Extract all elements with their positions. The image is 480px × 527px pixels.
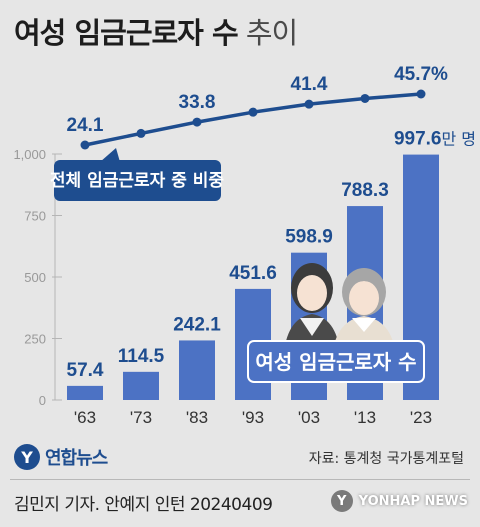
x-tick-label: '73: [130, 408, 152, 427]
bar: [67, 385, 103, 400]
credit-line: 김민지 기자. 안예지 인턴 20240409: [14, 495, 273, 515]
bar-series-label: 여성 임금근로자 수: [255, 350, 416, 374]
y-tick-label: 250: [24, 332, 46, 347]
line-series-label-pointer: [100, 148, 120, 162]
watermark-text: YONHAP NEWS: [358, 493, 468, 509]
line-value-label: 41.4: [291, 74, 328, 95]
y-tick-label: 750: [24, 209, 46, 224]
line-point: [136, 128, 146, 138]
line-point: [360, 93, 370, 103]
line-point: [304, 99, 314, 109]
x-tick-label: '93: [242, 408, 264, 427]
line-value-label: 24.1: [67, 115, 104, 136]
y-tick-label: 1,000: [13, 147, 46, 162]
line-series: [84, 92, 422, 147]
line-point: [248, 107, 258, 117]
x-tick-label: '83: [186, 408, 208, 427]
bar-value-label: 57.4: [67, 360, 104, 381]
bar-series-label-box: [247, 340, 425, 383]
yonhap-logo: Y 연합뉴스: [14, 444, 108, 470]
line-value-label: 45.7%: [394, 64, 448, 85]
bar-value-label: 788.3: [341, 180, 389, 201]
line-point: [80, 140, 90, 150]
title-sub: 추이: [245, 16, 298, 50]
x-tick-label: '23: [410, 408, 432, 427]
y-tick-label: 0: [39, 393, 46, 408]
bar-value-label: 997.6만 명: [394, 129, 476, 150]
x-tick-label: '63: [74, 408, 96, 427]
bar: [179, 340, 215, 400]
unit-label: 만 명: [442, 130, 477, 149]
source-note: 자료: 통계청 국가통계포털: [308, 451, 464, 467]
x-tick-label: '13: [354, 408, 376, 427]
line-series-label: 전체 임금근로자 중 비중: [50, 170, 225, 191]
y-tick-label: 500: [24, 270, 46, 285]
line-point: [192, 117, 202, 127]
bar-value-label: 598.9: [285, 227, 333, 248]
yonhap-logo-text: 연합뉴스: [45, 448, 108, 469]
x-tick-label: '03: [298, 408, 320, 427]
chart-title: 여성 임금근로자 수 추이: [14, 10, 298, 52]
title-main: 여성 임금근로자 수: [14, 16, 239, 50]
bar-value-label: 451.6: [229, 263, 277, 284]
bar: [123, 371, 159, 400]
bar-value-label: 242.1: [173, 314, 221, 335]
watermark: Y YONHAP NEWS: [330, 490, 468, 512]
watermark-icon: Y: [330, 490, 353, 512]
footer-divider: [10, 479, 470, 480]
line-point: [416, 89, 426, 99]
chart-area: 0 250 500 750 1,000 여성 임금근로자 수 전체 임금근로자 중 비중 24…: [13, 64, 476, 427]
line-value-label: 33.8: [179, 92, 216, 113]
line-series-label-box: [54, 160, 221, 201]
yonhap-logo-icon: Y: [14, 444, 40, 470]
bar-value-label: 114.5: [118, 346, 165, 367]
